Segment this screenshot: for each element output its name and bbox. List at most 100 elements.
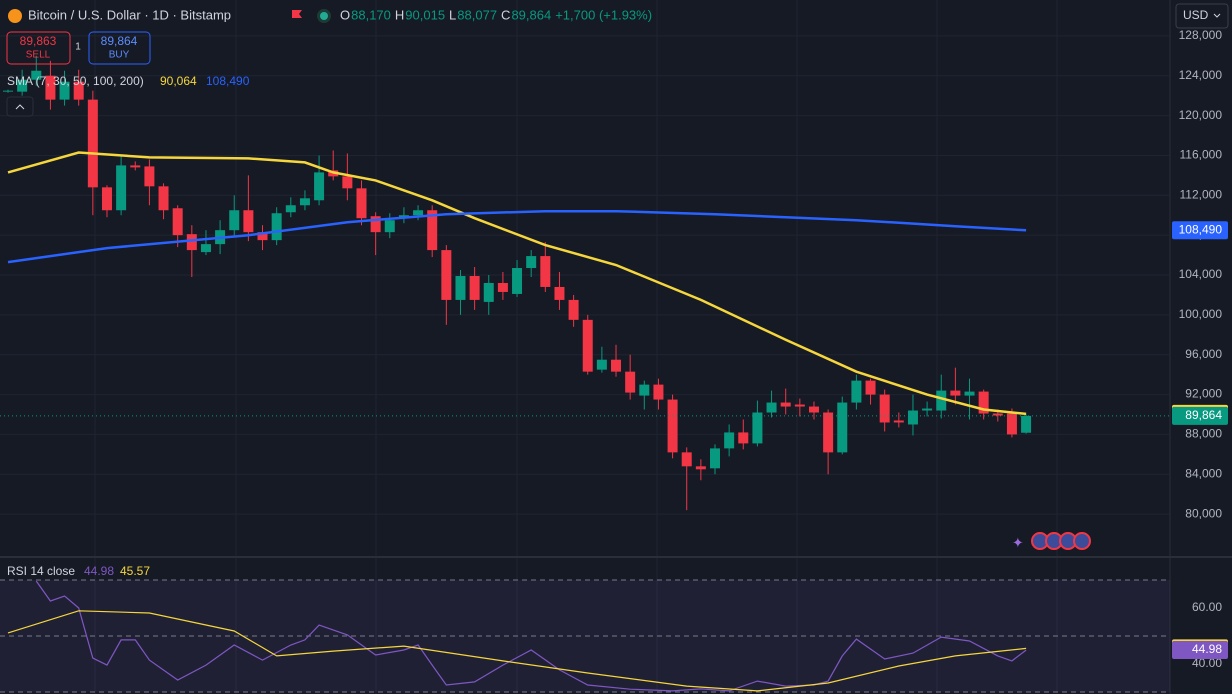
candle-body [87, 99, 98, 188]
candle-body [370, 216, 381, 233]
y-tick-label: 104,000 [1179, 267, 1223, 281]
sell-button[interactable] [6, 31, 71, 65]
candle-body [172, 208, 183, 236]
chevron [1213, 13, 1221, 18]
y-tick-label: 84,000 [1185, 466, 1222, 480]
y-tick-label: 60.00 [1192, 600, 1222, 614]
candle-body [299, 198, 310, 206]
candle-body [271, 213, 282, 241]
candle-body [611, 359, 622, 372]
candle-body [950, 390, 961, 396]
indicator-line [7, 209, 1027, 264]
indicator-line [7, 610, 1027, 692]
candle-body [483, 282, 494, 302]
collapse-button[interactable] [6, 96, 34, 117]
y-tick-label: 112,000 [1180, 187, 1223, 201]
sma-legend: SMA (7, 30, 50, 100, 200) [7, 74, 144, 88]
ohlc-value: 90,015 [405, 7, 445, 22]
candle-body [512, 268, 523, 294]
candle-body [879, 394, 890, 423]
candle-body [823, 412, 834, 453]
ohlc-value: 88,077 [457, 7, 497, 22]
candle-body [229, 210, 240, 231]
candle-body [441, 250, 452, 300]
ohlc-value: 89,864 [511, 7, 551, 22]
candle-body [554, 286, 565, 300]
y-tick-label: 128,000 [1179, 28, 1223, 42]
candle-body [497, 282, 508, 292]
candle-body [257, 232, 268, 241]
candle-body [907, 410, 918, 425]
candle-body [808, 406, 819, 413]
candle-body [158, 186, 169, 211]
candle-body [724, 432, 735, 449]
flag-icon [292, 10, 302, 18]
candle-body [780, 402, 791, 407]
candle-body [568, 299, 579, 320]
ohlc-key: C [501, 7, 510, 22]
candle-body [200, 244, 211, 253]
status-dot [320, 12, 328, 20]
candle-body [639, 384, 650, 396]
price-badge-label: 44.98 [1192, 642, 1222, 656]
buy-button[interactable] [88, 31, 151, 65]
candle-body [144, 166, 155, 187]
candle-body [101, 187, 112, 211]
y-tick-label: 40.00 [1192, 656, 1222, 670]
candle-body [342, 176, 353, 189]
candle-body [794, 404, 805, 407]
currency-dropdown[interactable] [1175, 3, 1229, 29]
candle-body [356, 188, 367, 219]
sell-price: 89,863 [20, 34, 57, 48]
candle-body [130, 165, 141, 168]
candle-body [469, 276, 480, 300]
candle-body [710, 448, 720, 469]
candle-body [978, 391, 989, 414]
candle-body [59, 81, 70, 100]
symbol-title: Bitcoin / U.S. Dollar · 1D · Bitstamp [28, 7, 231, 22]
candle-body [936, 390, 947, 411]
y-tick-label: 116,000 [1180, 148, 1223, 162]
candle-body [455, 276, 466, 300]
candle-body [964, 391, 975, 396]
sma-value: 90,064 [160, 74, 197, 88]
change: +1,700 (+1.93%) [555, 7, 652, 22]
indicator-line [7, 151, 1027, 416]
plot [0, 35, 1170, 693]
candle-body [31, 70, 42, 80]
price-badge-label: 89,864 [1185, 408, 1222, 422]
chevron [15, 104, 25, 110]
candle-body [695, 466, 706, 470]
candle-body [45, 75, 56, 100]
buy-price: 89,864 [101, 34, 138, 48]
ohlc-key: H [395, 7, 404, 22]
candle-body [1021, 415, 1032, 433]
spread: 1 [75, 42, 81, 53]
coin-icon [8, 9, 22, 23]
candle-body [427, 210, 438, 251]
candle-body [314, 172, 325, 201]
y-tick-label: 88,000 [1185, 427, 1222, 441]
y-tick-label: 100,000 [1179, 307, 1223, 321]
candle-body [285, 205, 296, 213]
rsi-value: 44.98 [84, 564, 114, 578]
y-tick-label: 96,000 [1185, 347, 1222, 361]
candle-body [851, 380, 862, 403]
y-tick-label: 80,000 [1185, 506, 1222, 520]
candle-body [384, 220, 395, 233]
candle-body [766, 402, 777, 413]
rsi-value: 45.57 [120, 564, 150, 578]
price-badge [1172, 221, 1228, 240]
price-badge-label: 108,490 [1179, 222, 1223, 236]
ohlc-key: O [340, 7, 350, 22]
candle-body [413, 210, 424, 216]
candle-body [526, 256, 537, 269]
indicator-line [35, 580, 1027, 692]
candle-body [582, 319, 593, 372]
price-badge [1172, 641, 1228, 660]
candle-body [116, 165, 127, 211]
candle-body [653, 384, 664, 400]
candle-body [540, 256, 551, 287]
candle-body [186, 234, 197, 251]
